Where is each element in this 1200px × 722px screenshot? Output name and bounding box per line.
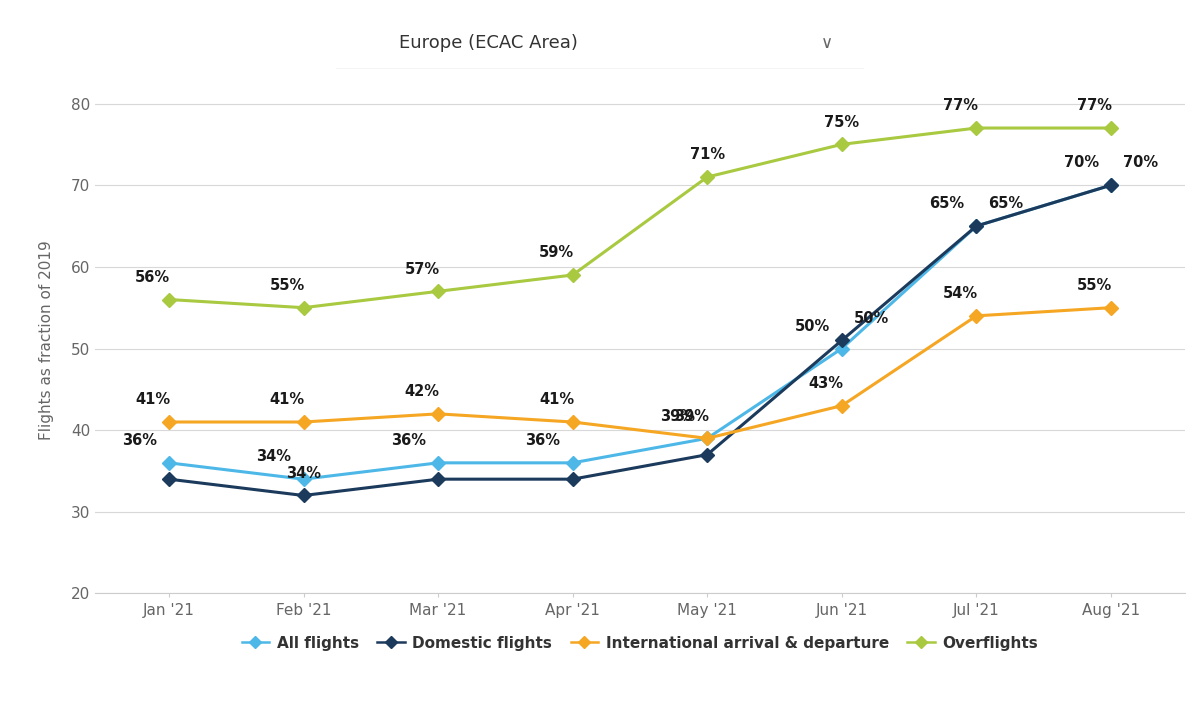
Text: 39%: 39% <box>660 409 695 424</box>
Text: 50%: 50% <box>794 319 830 334</box>
Text: 57%: 57% <box>404 261 439 277</box>
Text: 36%: 36% <box>391 433 426 448</box>
Text: 39%: 39% <box>673 409 708 424</box>
Text: 54%: 54% <box>943 286 978 301</box>
Text: 75%: 75% <box>824 115 859 130</box>
Text: 56%: 56% <box>136 270 170 284</box>
Text: 55%: 55% <box>1078 278 1112 293</box>
Text: 36%: 36% <box>122 433 157 448</box>
Text: 43%: 43% <box>808 376 844 391</box>
Text: 65%: 65% <box>929 196 965 212</box>
Text: 34%: 34% <box>257 450 292 464</box>
Text: 70%: 70% <box>1064 155 1099 170</box>
Text: 50%: 50% <box>854 310 889 326</box>
Text: 41%: 41% <box>270 392 305 407</box>
Text: 42%: 42% <box>404 384 439 399</box>
Text: 34%: 34% <box>286 466 322 481</box>
Text: 41%: 41% <box>539 392 574 407</box>
FancyBboxPatch shape <box>325 16 875 69</box>
Text: 77%: 77% <box>1078 98 1112 113</box>
Text: 71%: 71% <box>690 147 725 162</box>
Text: ∨: ∨ <box>821 34 833 51</box>
Text: Europe (ECAC Area): Europe (ECAC Area) <box>400 34 578 51</box>
Y-axis label: Flights as fraction of 2019: Flights as fraction of 2019 <box>38 240 54 440</box>
Legend: All flights, Domestic flights, International arrival & departure, Overflights: All flights, Domestic flights, Internati… <box>235 630 1044 657</box>
Text: 55%: 55% <box>270 278 305 293</box>
Text: 41%: 41% <box>136 392 170 407</box>
Text: 36%: 36% <box>526 433 560 448</box>
Text: 65%: 65% <box>989 196 1024 212</box>
Text: 77%: 77% <box>943 98 978 113</box>
Text: 59%: 59% <box>539 245 574 261</box>
Text: 70%: 70% <box>1123 155 1158 170</box>
